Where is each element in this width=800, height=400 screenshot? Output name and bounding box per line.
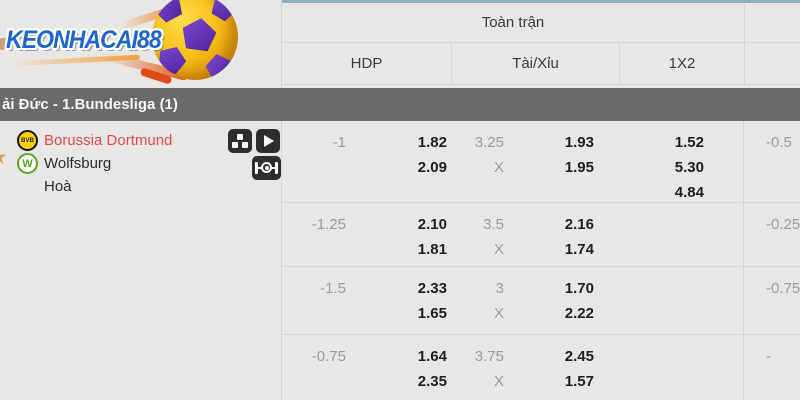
divider: [282, 42, 800, 43]
away-team-badge: W: [17, 153, 38, 174]
league-name: ải Đức - 1.Bundesliga (1): [2, 96, 178, 113]
1x2-odds: 1.52 5.30 4.84: [612, 130, 704, 205]
ball-pentagon: [152, 0, 186, 25]
ou-odds: 2.16 1.74: [512, 212, 594, 262]
hdp-away-odd[interactable]: 1.65: [417, 305, 447, 322]
column-header-tai-xiu: Tài/Xỉu: [451, 43, 619, 84]
odds-row: -1.5 2.33 1.65 3 X 1.70 2.22 -0.75: [282, 267, 800, 335]
odds-row: -1.25 2.10 1.81 3.5 X 2.16 1.74 -0.25: [282, 203, 800, 267]
hdp-home-odd[interactable]: 2.33: [417, 280, 447, 297]
ou-line: 3.5 X: [452, 212, 504, 262]
league-bar: ải Đức - 1.Bundesliga (1): [0, 88, 800, 121]
hdp-handicap: -1.25: [311, 216, 346, 233]
away-team-name: Wolfsburg: [44, 155, 112, 172]
home-team-name: Borussia Dortmund: [44, 132, 173, 149]
hdp-handicap: -0.75: [311, 348, 346, 365]
under-odd[interactable]: 1.57: [564, 373, 594, 390]
hdp-home-odd[interactable]: 1.64: [417, 348, 447, 365]
next-section-handicap: -0.75: [766, 280, 800, 297]
column-headers: HDP Tài/Xỉu 1X2: [282, 43, 744, 84]
over-odd[interactable]: 2.45: [564, 348, 594, 365]
pitch-center-dot: [264, 165, 269, 170]
odds-panel: -1 1.82 2.09 3.25 X 1.93 1.95 1.52 5.30 …: [281, 121, 800, 400]
icon-block: [242, 142, 248, 148]
next-section-handicap: -0.25: [766, 216, 800, 233]
over-odd[interactable]: 2.16: [564, 216, 594, 233]
stats-icon[interactable]: [228, 129, 252, 153]
hdp-away-odd[interactable]: 2.09: [417, 159, 447, 176]
over-odd[interactable]: 1.93: [564, 134, 594, 151]
1x2-home-odd[interactable]: 1.52: [674, 134, 704, 151]
draw-label: Hoà: [44, 178, 72, 195]
1x2-draw-odd[interactable]: 5.30: [674, 159, 704, 176]
ou-x-label: X: [493, 305, 504, 322]
over-odd[interactable]: 1.70: [564, 280, 594, 297]
ou-line-value: 3.75: [474, 348, 504, 365]
ball-pentagon: [180, 16, 218, 52]
ou-line-value: 3.5: [483, 216, 504, 233]
ou-odds: 1.70 2.22: [512, 276, 594, 326]
away-badge-text: W: [22, 157, 33, 170]
hdp-away-odd[interactable]: 1.81: [417, 241, 447, 258]
odds-row: -1 1.82 2.09 3.25 X 1.93 1.95 1.52 5.30 …: [282, 121, 800, 203]
site-logo[interactable]: KEONHACAI88: [0, 0, 245, 88]
full-match-header: Toàn trận: [481, 14, 545, 31]
hdp-odds: 2.10 1.81: [347, 212, 447, 262]
play-icon[interactable]: [256, 129, 280, 153]
next-section-handicap: -: [766, 348, 771, 365]
ball-pentagon: [208, 0, 238, 23]
hdp-handicap: -1.5: [320, 280, 346, 297]
logo-edge-fragment: [0, 38, 7, 50]
hdp-handicap: -1: [332, 134, 346, 151]
hdp-home-odd[interactable]: 2.10: [417, 216, 447, 233]
hdp-odds: 1.64 2.35: [347, 344, 447, 394]
ou-x-label: X: [493, 241, 504, 258]
soccer-ball-icon: [152, 0, 238, 80]
pitch-goal-right: [275, 162, 278, 174]
pitch-icon[interactable]: [252, 156, 281, 180]
ou-line: 3 X: [452, 276, 504, 326]
ou-line-value: 3: [495, 280, 504, 297]
icon-block: [232, 142, 238, 148]
match-panel: ★ BVB Borussia Dortmund W Wolfsburg Hoà: [0, 121, 281, 400]
home-team-badge: BVB: [17, 130, 38, 151]
hdp-home-odd[interactable]: 1.82: [417, 134, 447, 151]
ou-line-value: 3.25: [474, 134, 504, 151]
hdp-odds: 1.82 2.09: [347, 130, 447, 180]
pitch-goal-left: [255, 162, 258, 174]
column-header-hdp: HDP: [350, 55, 383, 72]
odds-table-header: Toàn trận HDP Tài/Xỉu 1X2: [281, 0, 800, 88]
hdp-away-odd[interactable]: 2.35: [417, 373, 447, 390]
divider: [743, 121, 744, 400]
favorite-star-icon[interactable]: ★: [0, 145, 8, 170]
header-accent-border: [282, 0, 800, 3]
ou-odds: 2.45 1.57: [512, 344, 594, 394]
next-section-handicap: -0.5: [766, 134, 792, 151]
under-odd[interactable]: 1.95: [564, 159, 594, 176]
column-header-1x2: 1X2: [619, 43, 744, 84]
under-odd[interactable]: 2.22: [564, 305, 594, 322]
divider: [744, 3, 745, 84]
home-badge-text: BVB: [21, 137, 34, 144]
ou-line: 3.75 X: [452, 344, 504, 394]
1x2-away-odd[interactable]: 4.84: [674, 184, 704, 201]
odds-row: -0.75 1.64 2.35 3.75 X 2.45 1.57 -: [282, 335, 800, 400]
under-odd[interactable]: 1.74: [564, 241, 594, 258]
ou-line: 3.25 X: [452, 130, 504, 180]
ou-x-label: X: [493, 159, 504, 176]
ou-x-label: X: [493, 373, 504, 390]
hdp-odds: 2.33 1.65: [347, 276, 447, 326]
play-triangle: [264, 135, 274, 147]
ball-pentagon: [204, 52, 235, 80]
ou-odds: 1.93 1.95: [512, 130, 594, 180]
logo-text: KEONHACAI88: [6, 26, 162, 54]
divider: [282, 84, 800, 85]
icon-block: [237, 134, 243, 140]
